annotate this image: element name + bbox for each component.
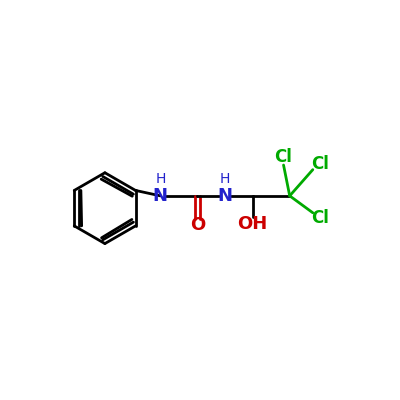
Text: N: N — [218, 187, 232, 205]
Text: Cl: Cl — [312, 155, 330, 173]
Text: Cl: Cl — [312, 209, 330, 227]
Text: OH: OH — [238, 214, 268, 232]
Text: O: O — [190, 216, 205, 234]
Text: Cl: Cl — [275, 148, 292, 166]
Text: H: H — [220, 172, 230, 186]
Text: N: N — [153, 187, 168, 205]
Text: H: H — [155, 172, 166, 186]
